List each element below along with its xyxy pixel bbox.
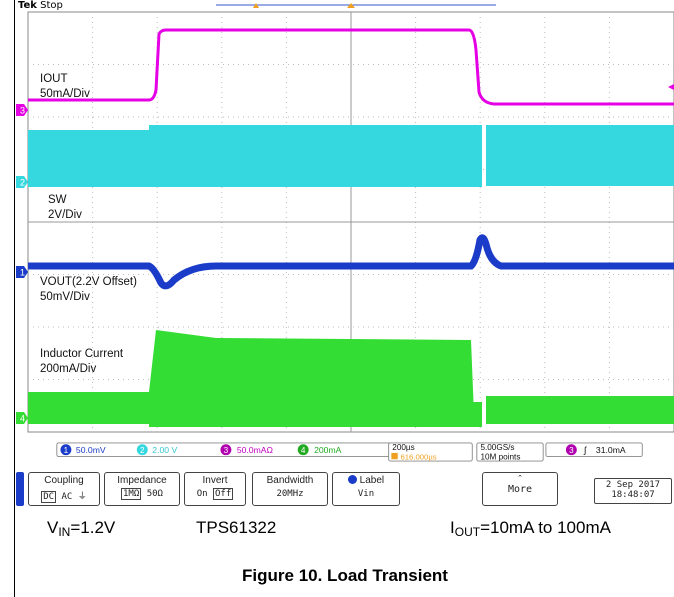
sw-trace-band xyxy=(28,130,149,187)
iout-name: IOUT xyxy=(40,73,68,85)
invert-off[interactable]: Off xyxy=(213,488,234,500)
iout-trace-label: IOUT 50mA/Div xyxy=(40,72,90,102)
vin-caption: VIN=1.2V xyxy=(47,518,116,539)
inductor-trace-band xyxy=(486,396,674,424)
sw-name: SW xyxy=(48,194,67,206)
sample-rate-value: 5.00GS/s xyxy=(480,443,514,452)
more-label: More xyxy=(507,484,533,495)
label-value: Vin xyxy=(357,489,375,499)
inductor-trace-band xyxy=(28,392,149,424)
brand-status: Tek Stop xyxy=(18,0,63,11)
label-button[interactable]: Label Vin xyxy=(332,472,400,506)
trigger-level-arrow-icon xyxy=(668,84,674,90)
coupling-ac[interactable]: AC xyxy=(61,492,73,502)
trigger-level-value: 31.0mA xyxy=(596,445,626,455)
ch1-badge: 1 xyxy=(64,446,69,455)
ch1-dot-icon xyxy=(347,475,357,484)
label-title: Label xyxy=(359,475,385,486)
sw-trace-band xyxy=(471,125,482,187)
oscilloscope-screen: 3 2 1 4 Tek Stop IOUT 50mA/Div SW 2V/Div VO… xyxy=(16,0,674,510)
ground-marker-label: 3 xyxy=(20,106,25,116)
ground-marker-icon xyxy=(16,266,28,278)
t-marker-icon xyxy=(253,3,259,8)
inductor-scale: 200mA/Div xyxy=(40,363,97,375)
date-value: 2 Sep 2017 xyxy=(605,480,661,490)
trigger-slope-icon: ʃ xyxy=(583,445,587,455)
invert-on[interactable]: On xyxy=(196,489,208,499)
ground-marker-icon xyxy=(16,412,28,424)
status-bar: 1 50.0mV 2 2.00 V 3 50.0mAΩ 4 200mA 200µ… xyxy=(56,442,643,462)
ground-marker-label: 4 xyxy=(20,414,25,424)
impedance-1mohm[interactable]: 1MΩ xyxy=(121,488,142,500)
vout-trace-label: VOUT(2.2V Offset) 50mV/Div xyxy=(40,275,137,305)
coupling-ground-icon[interactable]: ⏚ xyxy=(77,492,87,502)
ch3-scale: 50.0mAΩ xyxy=(237,445,274,455)
date-time-display: 2 Sep 2017 18:48:07 xyxy=(594,478,672,504)
coupling-button[interactable]: Coupling DC AC ⏚ xyxy=(28,472,100,506)
timebase-value: 200µs xyxy=(392,443,414,452)
ground-marker-icon xyxy=(16,104,28,116)
brand-logo: Tek xyxy=(18,0,37,11)
inductor-trace-band xyxy=(149,392,471,427)
sw-trace-band xyxy=(486,125,674,186)
ground-marker-label: 1 xyxy=(20,268,25,278)
active-channel-tab[interactable] xyxy=(16,472,24,506)
iout-caption: IOUT=10mA to 100mA xyxy=(450,518,611,539)
invert-title: Invert xyxy=(202,475,228,486)
channel-menu: Coupling DC AC ⏚ Impedance 1MΩ 50Ω Inver… xyxy=(16,468,674,508)
trigger-channel-badge: 3 xyxy=(569,446,574,455)
record-length-value: 10M points xyxy=(480,452,520,461)
device-caption: TPS61322 xyxy=(196,518,277,537)
more-arrow-icon: ⌃ xyxy=(517,475,523,482)
trigger-position-marker-icon xyxy=(347,3,355,8)
trigger-position-value: 616.000µs xyxy=(400,452,436,461)
vout-name: VOUT(2.2V Offset) xyxy=(40,276,137,288)
coupling-dc[interactable]: DC xyxy=(41,491,57,503)
bandwidth-value: 20MHz xyxy=(276,489,304,499)
ch2-scale: 2.00 V xyxy=(152,445,177,455)
ground-marker-label: 2 xyxy=(20,178,25,188)
bandwidth-button[interactable]: Bandwidth 20MHz xyxy=(252,472,328,506)
time-value: 18:48:07 xyxy=(611,490,655,500)
iout-scale: 50mA/Div xyxy=(40,88,90,100)
ch4-scale: 200mA xyxy=(314,445,342,455)
bandwidth-title: Bandwidth xyxy=(266,475,314,486)
impedance-50ohm[interactable]: 50Ω xyxy=(146,489,163,499)
inductor-name: Inductor Current xyxy=(40,348,124,360)
invert-button[interactable]: Invert On Off xyxy=(184,472,246,506)
ch2-badge: 2 xyxy=(140,446,145,455)
more-button[interactable]: ⌃ More xyxy=(482,472,558,506)
inductor-trace-band xyxy=(471,402,482,427)
sw-trace-label: SW 2V/Div xyxy=(48,193,82,223)
inductor-trace-label: Inductor Current 200mA/Div xyxy=(40,347,123,377)
vout-scale: 50mV/Div xyxy=(40,291,90,303)
impedance-button[interactable]: Impedance 1MΩ 50Ω xyxy=(104,472,180,506)
page-left-rule xyxy=(14,0,674,597)
ch1-scale: 50.0mV xyxy=(76,445,106,455)
figure-caption: Figure 10. Load Transient xyxy=(242,566,448,585)
impedance-title: Impedance xyxy=(117,475,167,486)
sw-trace-band xyxy=(149,125,471,187)
sw-scale: 2V/Div xyxy=(48,209,82,221)
vout-trace xyxy=(28,234,674,290)
coupling-title: Coupling xyxy=(44,475,84,486)
ch3-badge: 3 xyxy=(224,446,229,455)
run-state: Stop xyxy=(40,0,63,11)
ch4-badge: 4 xyxy=(301,446,306,455)
ground-marker-icon xyxy=(16,176,28,188)
iout-trace xyxy=(28,28,674,106)
